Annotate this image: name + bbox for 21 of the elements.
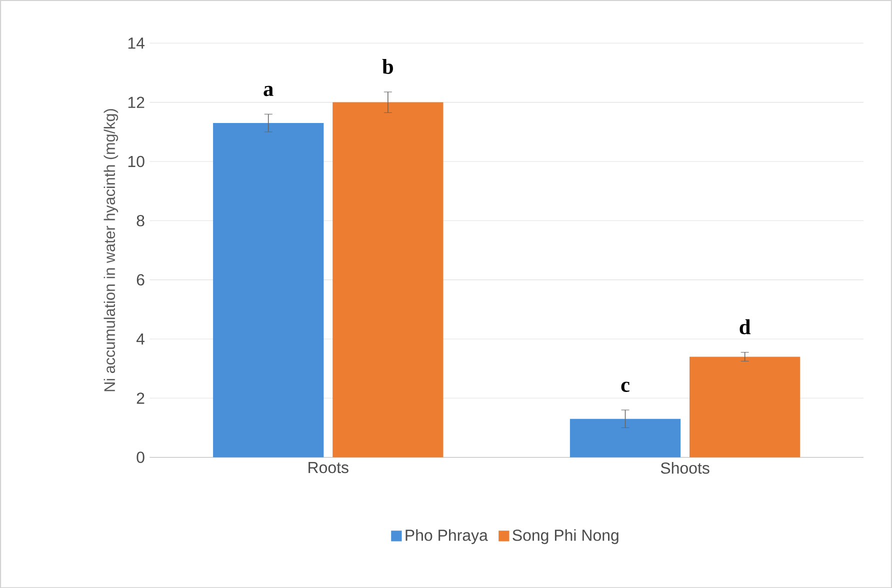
y-tick-label: 14 (128, 37, 145, 48)
y-tick-label: 2 (136, 392, 144, 404)
annotation: b (382, 58, 393, 74)
annotation: a (264, 86, 274, 96)
bar (213, 122, 324, 458)
legend-label: Pho Phraya (406, 529, 488, 544)
y-tick-label: 6 (136, 274, 144, 286)
y-tick-label: 0 (136, 451, 144, 463)
y-tick-label: 12 (128, 96, 144, 108)
annotation: c (621, 382, 630, 392)
annotation: d (740, 319, 751, 334)
bar (690, 356, 800, 458)
y-axis-title: Ni accumulation in water hyacinth (mg/kg) (104, 108, 118, 391)
y-tick-label: 4 (136, 333, 145, 344)
bar (570, 418, 681, 458)
x-tick-label: Shoots (660, 462, 710, 474)
y-tick-label: 8 (136, 214, 144, 226)
bar (332, 102, 444, 458)
x-tick-label: Roots (308, 462, 348, 473)
y-tick-label: 10 (128, 156, 144, 167)
legend-label: Song Phi Nong (512, 529, 618, 544)
